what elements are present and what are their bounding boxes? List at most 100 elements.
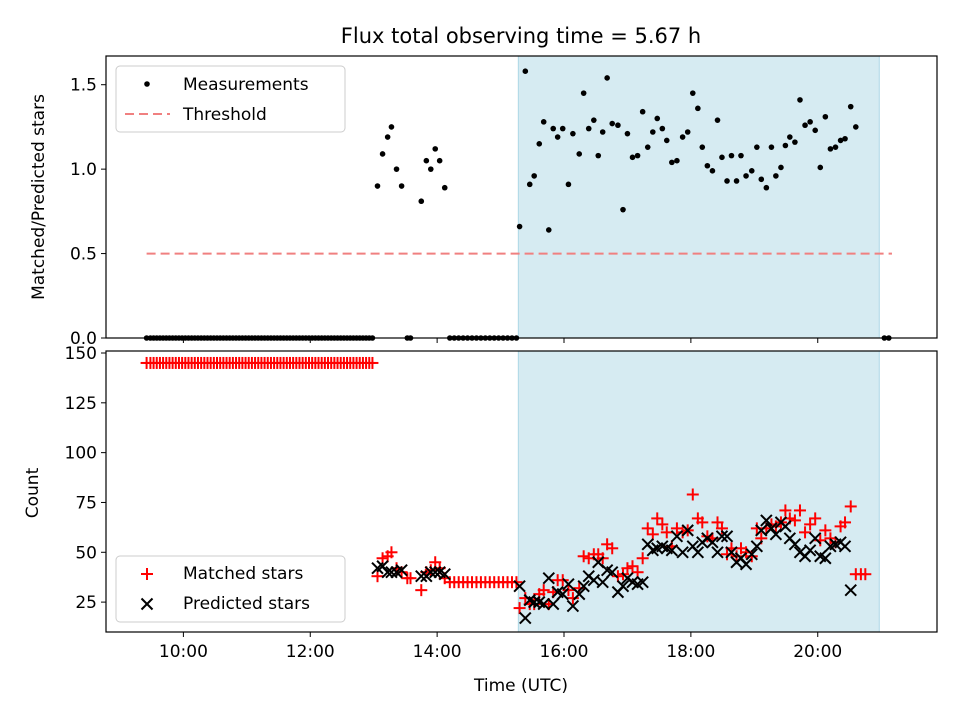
measurement-point xyxy=(576,151,583,157)
measurement-point xyxy=(787,134,793,140)
predicted-star-point-b xyxy=(838,540,852,553)
top-y-tick-label: 1.0 xyxy=(70,160,97,180)
measurement-point xyxy=(679,134,686,140)
measurement-point xyxy=(738,152,744,159)
predicted-star-point-b xyxy=(616,579,630,593)
measurement-point xyxy=(669,159,675,166)
measurement-point xyxy=(663,137,670,144)
measurement-point xyxy=(714,117,721,123)
bottom-y-tick-label: 75 xyxy=(75,493,97,513)
predicted-star-point-b xyxy=(566,599,580,613)
measurement-point xyxy=(822,113,829,120)
measurement-point xyxy=(540,119,547,125)
measurement-point xyxy=(674,157,680,164)
top-y-tick-label: 0.0 xyxy=(70,329,97,349)
predicted-star-point-b xyxy=(739,558,753,571)
predicted-star-point-b xyxy=(808,532,822,545)
predicted-star-point xyxy=(547,597,560,611)
matched-star-point xyxy=(696,516,709,529)
predicted-star-point xyxy=(720,530,734,543)
matched-star-point xyxy=(626,560,639,573)
predicted-star-point-b xyxy=(626,575,639,589)
measurement-point xyxy=(853,124,859,130)
matched-star-point xyxy=(371,570,384,583)
measurement-point xyxy=(807,119,813,125)
predicted-star-point-b xyxy=(670,530,684,543)
predicted-star-point xyxy=(513,579,526,593)
top-axis-ticks: 0.0 0.5 1.0 1.5 xyxy=(70,76,819,349)
measurement-point xyxy=(689,90,696,96)
measurement-point xyxy=(536,141,543,147)
matched-star-point xyxy=(819,524,832,537)
predicted-star-point xyxy=(665,544,679,557)
predicted-star-point xyxy=(788,538,802,551)
predicted-star-point-b xyxy=(691,546,705,559)
matched-star-point xyxy=(621,562,634,575)
measurement-point xyxy=(797,97,803,103)
matched-star-point xyxy=(804,518,817,531)
predicted-star-point xyxy=(725,546,738,559)
matched-star-point xyxy=(611,570,624,583)
star-count-points xyxy=(140,356,872,625)
predicted-star-point xyxy=(562,577,575,591)
measurement-point xyxy=(842,135,848,142)
predicted-star-point-b xyxy=(519,611,532,625)
predicted-star-point xyxy=(527,595,541,609)
measurement-point xyxy=(516,223,523,230)
predicted-star-point-b xyxy=(395,564,408,577)
measurement-point xyxy=(570,130,576,137)
predicted-star-point-b xyxy=(745,548,758,561)
predicted-star-point xyxy=(838,540,852,553)
measurement-point xyxy=(634,152,641,159)
measurement-point xyxy=(758,176,765,183)
measurement-point xyxy=(441,184,448,191)
predicted-star-point-b xyxy=(415,569,428,583)
measurement-point xyxy=(724,178,730,184)
measurement-point xyxy=(728,152,735,159)
predicted-star-point-b xyxy=(551,585,564,599)
predicted-star-point xyxy=(424,566,437,579)
measurement-point xyxy=(550,125,557,132)
legend-predicted-label: Predicted stars xyxy=(183,594,310,614)
bottom-y-axis-label: Count xyxy=(23,467,43,518)
measurement-point xyxy=(436,157,443,164)
matched-star-point xyxy=(844,500,857,513)
measurement-point xyxy=(639,108,646,115)
bottom-y-tick-label: 150 xyxy=(65,344,97,364)
matched-star-point xyxy=(859,568,872,581)
matched-star-point xyxy=(636,552,649,565)
legend-predicted-glyph xyxy=(140,597,154,611)
legend-threshold-label: Threshold xyxy=(182,105,267,125)
matched-star-point xyxy=(779,504,792,517)
measurement-point xyxy=(545,227,552,233)
measurement-point xyxy=(837,137,844,144)
measurement-point xyxy=(522,68,529,74)
bottom-panel: 25 50 75 100 125 150 10:00 12:00 14:00 16:00 18:00… xyxy=(23,344,938,696)
measurement-point xyxy=(604,75,610,81)
matched-star-point xyxy=(513,602,526,615)
predicted-star-point xyxy=(715,530,729,543)
measurement-point xyxy=(812,127,819,134)
predicted-star-point-b xyxy=(592,556,605,569)
top-axes-frame xyxy=(105,55,938,339)
matched-star-point xyxy=(793,504,806,517)
matched-star-point xyxy=(745,550,758,563)
legend-matched-label: Matched stars xyxy=(183,564,303,584)
legend-measurements-label: Measurements xyxy=(183,75,309,95)
measurement-point xyxy=(719,154,725,161)
predicted-star-point-b xyxy=(556,587,569,601)
matched-star-point xyxy=(646,528,659,541)
predicted-star-point-b xyxy=(715,530,729,543)
measurement-point xyxy=(629,154,636,161)
predicted-star-point xyxy=(438,567,451,581)
predicted-star-point-b xyxy=(385,566,398,579)
bottom-y-tick-label: 50 xyxy=(75,543,97,563)
measurement-point xyxy=(615,122,621,129)
predicted-star-point-b xyxy=(765,522,778,535)
predicted-star-point-b xyxy=(562,577,575,591)
predicted-star-point xyxy=(779,520,792,533)
measurement-point xyxy=(531,173,537,179)
measurement-point xyxy=(802,122,808,129)
predicted-star-point-b xyxy=(537,597,550,611)
matched-star-point xyxy=(577,550,590,563)
